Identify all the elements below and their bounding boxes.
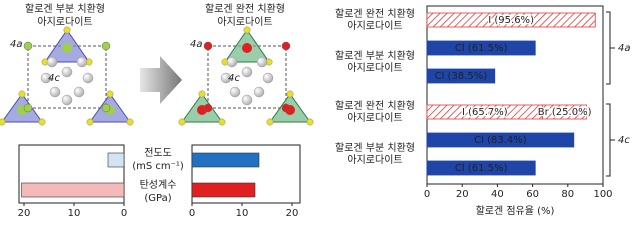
- sulfur: [178, 118, 186, 126]
- bar: [426, 40, 536, 56]
- bar: [191, 182, 256, 198]
- site-bracket: [606, 11, 615, 85]
- bar: [107, 152, 125, 168]
- sulfur: [126, 118, 134, 126]
- sulfur: [0, 118, 6, 126]
- bar: [426, 12, 596, 28]
- sulfur: [63, 26, 71, 34]
- value-label: I (65.7%): [462, 107, 508, 118]
- corner-halogen: [23, 41, 33, 51]
- sulfur: [106, 90, 114, 98]
- value-label: Cl (83.4%): [474, 135, 527, 146]
- value-label: Cl (38.5%): [435, 71, 488, 82]
- x-tick-label: 80: [561, 189, 574, 200]
- sulfur: [86, 118, 94, 126]
- x-tick-label: 100: [593, 189, 612, 200]
- value-label: Cl (61.5%): [455, 43, 508, 54]
- plot-frame: [191, 144, 301, 204]
- plot-frame: [18, 144, 125, 204]
- x-tick-label: 20: [18, 208, 31, 219]
- x-tick-label: 60: [526, 189, 539, 200]
- lithium: [253, 86, 265, 98]
- row-label: 아지로다이트: [347, 20, 402, 32]
- site-bracket: [606, 103, 615, 177]
- site-label: 4a: [10, 39, 23, 50]
- lithium: [76, 56, 88, 68]
- sulfur: [306, 118, 314, 126]
- sulfur: [218, 118, 226, 126]
- lithium: [61, 66, 73, 78]
- row-label: 할로겐 완전 치환형: [335, 100, 415, 112]
- lithium: [61, 94, 73, 106]
- row-label: 할로겐 부분 치환형: [335, 142, 415, 154]
- corner-halogen: [203, 41, 213, 51]
- structure-title: 아지로다이트: [217, 16, 272, 28]
- sulfur: [18, 90, 26, 98]
- value-label: I (95.6%): [488, 15, 534, 26]
- bar: [426, 160, 536, 176]
- structure-title: 할로겐 부분 치환형: [25, 3, 105, 15]
- bar: [426, 132, 575, 148]
- site-label: 4c: [228, 73, 240, 84]
- sulfur: [38, 118, 46, 126]
- lithium: [73, 86, 85, 98]
- category-label: 전도도: [144, 147, 172, 159]
- bar: [542, 104, 588, 120]
- lithium: [226, 56, 238, 68]
- x-tick-label: 10: [236, 208, 249, 219]
- x-axis-label: 할로겐 점유율 (%): [476, 205, 555, 217]
- corner-halogen: [101, 103, 111, 113]
- bar: [191, 152, 260, 168]
- corner-halogen: [203, 103, 213, 113]
- x-tick-label: 0: [189, 208, 195, 219]
- sulfur: [198, 90, 206, 98]
- anion-site: [242, 43, 252, 53]
- site-label: 4c: [618, 135, 630, 146]
- x-tick-label: 10: [68, 208, 81, 219]
- sulfur: [266, 118, 274, 126]
- value-label: Cl (61.5%): [455, 163, 508, 174]
- lithium: [220, 72, 232, 84]
- x-tick-label: 20: [456, 189, 469, 200]
- bar: [21, 182, 125, 198]
- anion-site: [62, 43, 72, 53]
- x-tick-label: 0: [424, 189, 430, 200]
- site-label: 4c: [48, 73, 60, 84]
- x-tick-label: 20: [286, 208, 299, 219]
- sulfur: [243, 26, 251, 34]
- lithium: [262, 72, 274, 84]
- sulfur: [286, 90, 294, 98]
- corner-halogen: [281, 103, 291, 113]
- lithium: [46, 56, 58, 68]
- site-label: 4a: [618, 43, 631, 54]
- arrow: [140, 56, 182, 104]
- row-label: 할로겐 부분 치환형: [335, 50, 415, 62]
- corner-halogen: [101, 41, 111, 51]
- value-label: Br (25.0%): [538, 107, 592, 118]
- lithium: [256, 56, 268, 68]
- category-label: (mS cm⁻¹): [132, 161, 184, 172]
- x-tick-label: 40: [491, 189, 504, 200]
- row-label: 아지로다이트: [347, 154, 402, 166]
- row-label: 할로겐 완전 치환형: [335, 8, 415, 20]
- lithium: [241, 94, 253, 106]
- structure-title: 할로겐 완전 치환형: [205, 3, 285, 15]
- row-label: 아지로다이트: [347, 112, 402, 124]
- lithium: [229, 86, 241, 98]
- row-label: 아지로다이트: [347, 62, 402, 74]
- lithium: [82, 72, 94, 84]
- lithium: [40, 72, 52, 84]
- category-label: (GPa): [144, 193, 171, 204]
- bar: [426, 68, 496, 84]
- corner-halogen: [23, 103, 33, 113]
- lithium: [49, 86, 61, 98]
- corner-halogen: [281, 41, 291, 51]
- category-label: 탄성계수: [140, 179, 177, 191]
- site-label: 4a: [190, 39, 203, 50]
- x-tick-label: 0: [121, 208, 127, 219]
- structure-title: 아지로다이트: [37, 16, 92, 28]
- lithium: [241, 66, 253, 78]
- plot-frame: [426, 5, 604, 185]
